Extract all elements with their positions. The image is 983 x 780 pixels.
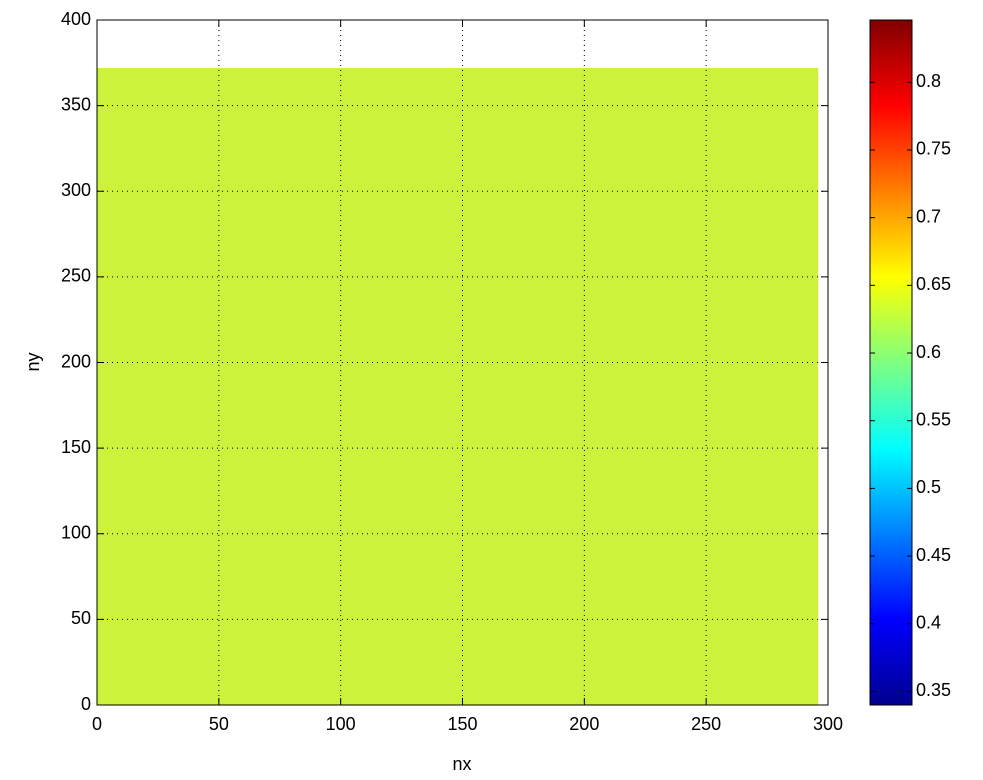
y-tick-label: 350 xyxy=(61,94,91,114)
x-axis-label: nx xyxy=(452,754,471,774)
colorbar-tick-label: 0.45 xyxy=(916,545,951,565)
y-tick-label: 150 xyxy=(61,437,91,457)
colorbar-tick-label: 0.7 xyxy=(916,206,941,226)
y-tick-label: 50 xyxy=(71,608,91,628)
axes-box xyxy=(96,19,829,706)
colorbar xyxy=(869,19,913,706)
y-axis-label: ny xyxy=(23,352,43,371)
colorbar-tick-label: 0.4 xyxy=(916,613,941,633)
colorbar-tick-label: 0.55 xyxy=(916,409,951,429)
y-tick-label: 400 xyxy=(61,9,91,29)
x-tick-label: 300 xyxy=(813,714,843,734)
colorbar-tick-label: 0.75 xyxy=(916,139,951,159)
colorbar-tick-label: 0.6 xyxy=(916,342,941,362)
y-tick-label: 100 xyxy=(61,523,91,543)
x-tick-label: 50 xyxy=(209,714,229,734)
heatmap-field xyxy=(97,67,819,705)
x-tick-label: 250 xyxy=(691,714,721,734)
colorbar-tick-label: 0.65 xyxy=(916,274,951,294)
x-tick-label: 100 xyxy=(326,714,356,734)
y-tick-label: 200 xyxy=(61,351,91,371)
y-tick-label: 300 xyxy=(61,180,91,200)
colorbar-tick-label: 0.5 xyxy=(916,477,941,497)
colorbar-tick-label: 0.35 xyxy=(916,680,951,700)
y-tick-label: 250 xyxy=(61,266,91,286)
x-tick-label: 150 xyxy=(447,714,477,734)
x-tick-label: 200 xyxy=(569,714,599,734)
y-tick-label: 0 xyxy=(81,694,91,714)
x-tick-label: 0 xyxy=(92,714,102,734)
colorbar-tick-label: 0.8 xyxy=(916,71,941,91)
